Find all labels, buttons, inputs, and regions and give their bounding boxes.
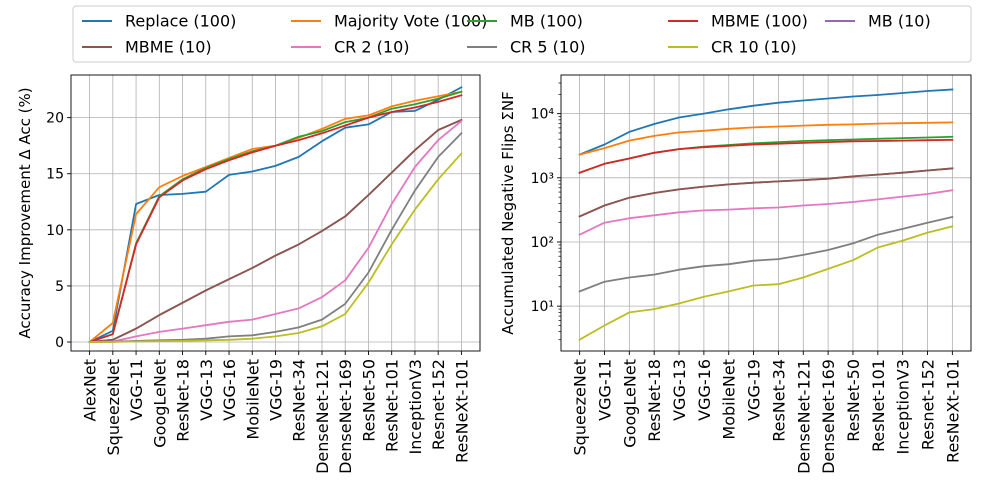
series-line-majority-vote-100 <box>578 121 954 156</box>
x-tick-label-vgg-16: VGG-16 <box>220 359 239 421</box>
y-tick-label: 10 <box>46 223 64 239</box>
y-axis-label: Accuracy Improvement Δ Acc (%) <box>16 87 34 338</box>
x-tick-label-densenet-169: DenseNet-169 <box>336 359 355 474</box>
legend-label-mb-10: MB (10) <box>868 12 931 31</box>
x-tick-label-densenet-169: DenseNet-169 <box>819 359 838 474</box>
x-tick-label-mobilenet: MobileNet <box>243 359 262 440</box>
legend-label-cr-2-10: CR 2 (10) <box>334 38 409 57</box>
x-tick-label-resnext-101: ResNeXt-101 <box>943 359 962 463</box>
x-tick-label-squeezenet: SqueezeNet <box>104 359 123 455</box>
legend-label-majority-vote-100: Majority Vote (100) <box>334 12 487 31</box>
x-tick-label-resnet-34: ResNet-34 <box>290 359 309 442</box>
series-line-mb-10 <box>578 167 954 218</box>
x-tick-label-resnet-152: Resnet-152 <box>429 359 448 450</box>
x-tick-label-resnet-50: ResNet-50 <box>359 359 378 442</box>
y-tick-label: 20 <box>46 111 64 127</box>
x-tick-label-googlenet: GoogLeNet <box>150 359 169 448</box>
legend-label-cr-10-10: CR 10 (10) <box>711 38 797 57</box>
legend-label-mbme-10: MBME (10) <box>125 38 212 57</box>
legend-label-replace-100: Replace (100) <box>125 12 236 31</box>
x-tick-label-inceptionv3: InceptionV3 <box>406 359 425 454</box>
x-tick-label-vgg-16: VGG-16 <box>695 359 714 421</box>
x-tick-label-resnet-152: Resnet-152 <box>919 359 938 450</box>
series-line-cr-2-10 <box>578 189 954 236</box>
x-tick-label-vgg-19: VGG-19 <box>267 359 286 421</box>
x-tick-label-vgg-13: VGG-13 <box>197 359 216 421</box>
x-tick-label-resnet-18: ResNet-18 <box>174 359 193 442</box>
x-tick-label-vgg-19: VGG-19 <box>745 359 764 421</box>
y-tick-label: 5 <box>55 279 64 295</box>
x-tick-label-inceptionv3: InceptionV3 <box>894 359 913 454</box>
x-tick-label-densenet-121: DenseNet-121 <box>313 359 332 474</box>
series-line-mbme-10 <box>578 167 954 218</box>
x-tick-label-resnet-34: ResNet-34 <box>769 359 788 442</box>
series-line-mbme-100 <box>88 94 463 344</box>
plot-frame <box>560 74 972 352</box>
y-tick-label: 10⁴ <box>531 107 555 123</box>
y-tick-label: 15 <box>46 167 64 183</box>
series-line-cr-5-10 <box>578 215 954 293</box>
x-tick-label-resnet-101: ResNet-101 <box>869 359 888 452</box>
series-line-mbme-10 <box>88 118 463 343</box>
y-tick-label: 0 <box>55 335 64 351</box>
y-tick-label: 10² <box>531 235 554 251</box>
legend-label-mb-100: MB (100) <box>510 12 583 31</box>
series-line-mb-100 <box>578 135 954 174</box>
right-chart-negative-flips: 10¹ 10² 10³ 10⁴ SqueezeNet VGG-11 GoogLeNet Res… <box>499 74 972 474</box>
x-tick-label-alexnet: AlexNet <box>81 359 100 422</box>
series-line-replace-100 <box>578 88 954 156</box>
x-tick-label-vgg-11: VGG-11 <box>595 359 614 421</box>
x-tick-label-resnext-101: ResNeXt-101 <box>452 359 471 463</box>
series-line-cr-2-10 <box>88 119 463 343</box>
series-line-mbme-100 <box>578 138 954 174</box>
x-tick-label-vgg-11: VGG-11 <box>127 359 146 421</box>
x-tick-label-googlenet: GoogLeNet <box>620 359 639 448</box>
x-tick-label-densenet-121: DenseNet-121 <box>794 359 813 474</box>
x-tick-label-vgg-13: VGG-13 <box>670 359 689 421</box>
x-tick-label-squeezenet: SqueezeNet <box>571 359 590 455</box>
legend-label-cr-5-10: CR 5 (10) <box>510 38 585 57</box>
series-line-cr-10-10 <box>578 225 954 341</box>
series-line-replace-100 <box>88 86 463 344</box>
series-line-cr-10-10 <box>88 152 463 343</box>
y-axis-label: Accumulated Negative Flips ΣNF <box>499 91 517 334</box>
left-chart-accuracy: 0 5 10 15 20 AlexNet SqueezeNet VGG-11 GoogLeNet… <box>16 74 481 474</box>
y-tick-label: 10¹ <box>531 299 554 315</box>
x-tick-label-resnet-18: ResNet-18 <box>645 359 664 442</box>
legend-label-mbme-100: MBME (100) <box>711 12 808 31</box>
x-tick-label-mobilenet: MobileNet <box>720 359 739 440</box>
x-tick-label-resnet-50: ResNet-50 <box>844 359 863 442</box>
legend: Replace (100) Majority Vote (100) MB (100)… <box>72 5 972 63</box>
y-tick-label: 10³ <box>531 171 554 187</box>
x-tick-label-resnet-101: ResNet-101 <box>383 359 402 452</box>
plot-frame <box>70 74 481 352</box>
